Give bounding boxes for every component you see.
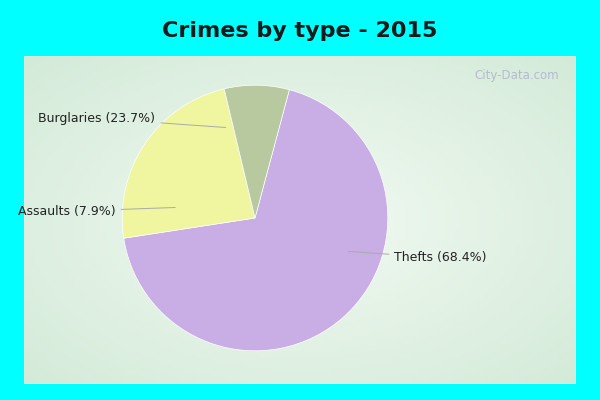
Text: City-Data.com: City-Data.com xyxy=(475,69,559,82)
Text: Thefts (68.4%): Thefts (68.4%) xyxy=(348,251,487,264)
Text: Assaults (7.9%): Assaults (7.9%) xyxy=(18,205,175,218)
Wedge shape xyxy=(224,85,289,218)
Text: Crimes by type - 2015: Crimes by type - 2015 xyxy=(163,21,437,41)
Text: Burglaries (23.7%): Burglaries (23.7%) xyxy=(38,112,226,128)
Wedge shape xyxy=(124,90,388,351)
Wedge shape xyxy=(122,89,255,238)
